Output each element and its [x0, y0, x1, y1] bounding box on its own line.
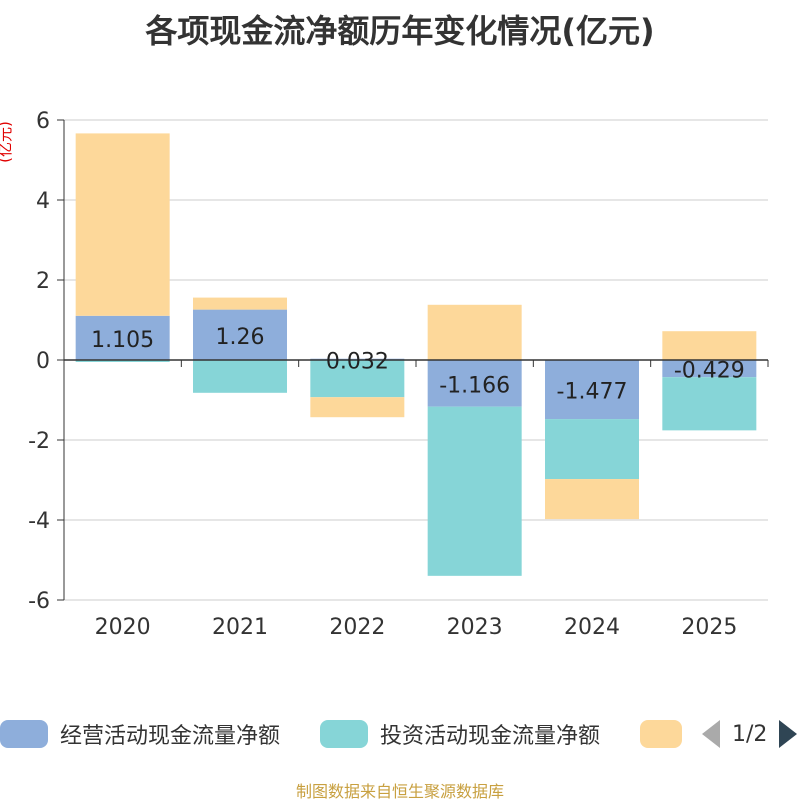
bar-investing-2025 — [662, 377, 757, 431]
legend-swatch-financing — [640, 720, 682, 748]
legend-item-financing[interactable] — [640, 716, 694, 752]
legend: 经营活动现金流量净额 投资活动现金流量净额 1/2 — [0, 716, 800, 756]
data-label-2025: -0.429 — [674, 359, 745, 384]
y-axis-unit-label: (亿元) — [0, 121, 14, 163]
bar-operating-2023 — [427, 360, 522, 407]
cashflow-chart: 6 4 2 0 -2 -4 -6 (亿元) 1.105 1.26 0.032 -1.166 -1.477… — [0, 109, 769, 640]
x-tick-label: 2025 — [681, 615, 737, 640]
x-tick-label: 2022 — [329, 615, 385, 640]
bar-financing-2025 — [662, 331, 757, 360]
x-tick-label: 2020 — [95, 615, 151, 640]
y-tick-label: -4 — [28, 509, 50, 534]
legend-label-investing: 投资活动现金流量净额 — [380, 724, 601, 749]
bar-financing-2020 — [75, 133, 170, 316]
bar-financing-2023 — [427, 304, 522, 360]
bar-investing-2024 — [545, 419, 639, 480]
legend-swatch-operating — [0, 720, 48, 748]
y-tick-label: 2 — [36, 269, 50, 294]
bar-investing-2020 — [75, 360, 170, 362]
data-label-2023: -1.166 — [439, 373, 510, 398]
bar-financing-2022 — [310, 397, 405, 418]
legend-prev-page-icon[interactable] — [702, 720, 720, 748]
legend-label-operating: 经营活动现金流量净额 — [60, 724, 281, 749]
data-label-2021: 1.26 — [216, 325, 265, 350]
data-label-2024: -1.477 — [557, 380, 628, 405]
bar-financing-2021 — [193, 297, 287, 310]
bar-investing-2021 — [193, 360, 287, 393]
x-tick-label: 2021 — [212, 615, 268, 640]
bar-operating-2020 — [75, 315, 170, 360]
y-tick-label: 6 — [36, 109, 50, 134]
y-tick-label: -2 — [28, 429, 50, 454]
bar-financing-2024 — [545, 479, 639, 520]
bar-operating-2021 — [193, 309, 287, 360]
legend-item-operating[interactable]: 经营活动现金流量净额 — [0, 716, 280, 752]
x-tick-label: 2023 — [447, 615, 503, 640]
legend-pager: 1/2 — [702, 716, 798, 752]
chart-title: 各项现金流净额历年变化情况(亿元) — [145, 12, 655, 50]
bar-investing-2023 — [427, 406, 522, 576]
y-tick-label: 4 — [36, 189, 50, 214]
data-source-note: 制图数据来自恒生聚源数据库 — [295, 782, 504, 801]
legend-item-investing[interactable]: 投资活动现金流量净额 — [320, 716, 600, 752]
legend-page-indicator: 1/2 — [732, 721, 768, 747]
legend-swatch-investing — [320, 720, 368, 748]
x-tick-label: 2024 — [564, 615, 620, 640]
legend-next-page-icon[interactable] — [779, 720, 798, 748]
bar-operating-2024 — [545, 360, 639, 420]
data-label-2020: 1.105 — [91, 328, 154, 353]
bar-operating-2025 — [662, 360, 757, 378]
y-tick-label: -6 — [28, 589, 50, 614]
bar-investing-2022 — [310, 360, 405, 398]
data-label-2022: 0.032 — [326, 349, 389, 374]
y-tick-label: 0 — [36, 349, 50, 374]
